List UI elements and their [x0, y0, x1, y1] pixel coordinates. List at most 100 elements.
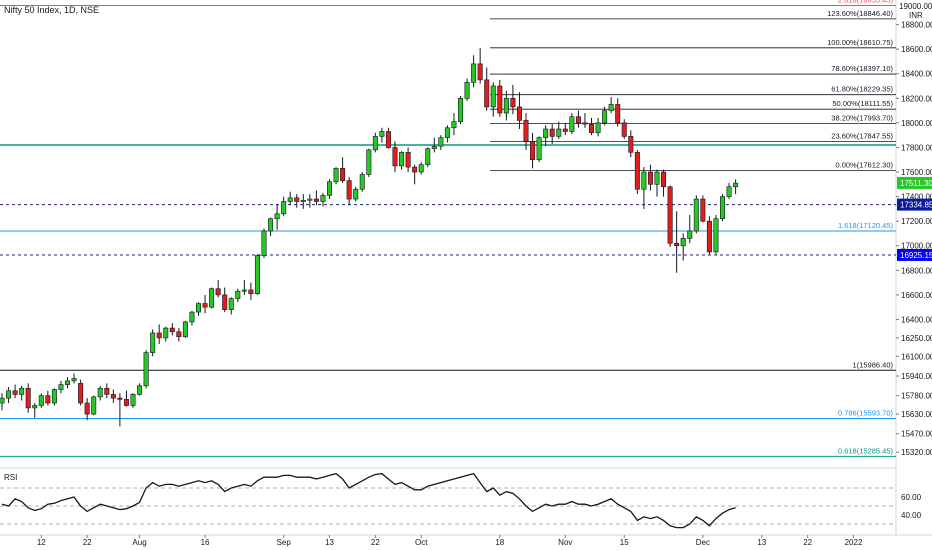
candle-down	[674, 242, 680, 247]
candle-up	[654, 171, 660, 185]
y-tick-label: 15630.00	[901, 410, 932, 419]
candle-down	[392, 147, 398, 167]
fib-level-label: 100.00%(18610.75)	[827, 38, 893, 47]
candle-up	[451, 121, 457, 129]
time-axis[interactable]: 12 22 Aug 16 Sep 13 22 Oct 18 Nov 15 Dec 13 22 2022	[37, 535, 863, 547]
fib-level-label: 1.618(17120.45)	[838, 221, 894, 230]
candle-up	[333, 168, 339, 183]
candle-up	[608, 104, 614, 111]
fib-level-label: 61.80%(18229.35)	[831, 85, 893, 94]
candle-up	[372, 136, 378, 151]
candle-up	[693, 198, 699, 232]
rsi-tick-label: 60.00	[901, 493, 922, 502]
candle-down	[156, 332, 162, 339]
candle-up	[503, 97, 509, 114]
candle-up	[228, 298, 234, 310]
y-tick-label: 18600.00	[901, 45, 932, 54]
candle-down	[588, 123, 594, 134]
x-tick-label: 16	[201, 538, 210, 547]
candle-up	[274, 213, 280, 220]
candle-up	[726, 186, 732, 197]
price-tag-label: 17511.30	[900, 179, 932, 188]
candle-down	[706, 220, 712, 253]
candle-down	[575, 116, 581, 124]
candle-up	[241, 289, 247, 292]
candle-up	[65, 380, 71, 385]
candle-up	[300, 199, 306, 202]
candle-down	[385, 131, 391, 148]
levels-layer: 2.618(18955.45) 123.60%(18846.40) 100.00%(…	[0, 0, 896, 457]
y-tick-label: 18800.00	[901, 21, 932, 30]
candle-down	[346, 180, 352, 200]
x-tick-label: 2022	[845, 538, 863, 547]
x-tick-label: 18	[495, 538, 504, 547]
candle-down	[405, 152, 411, 168]
candle-up	[58, 384, 64, 390]
rsi-panel: RSI 60.00 40.00	[0, 472, 922, 529]
candle-up	[143, 352, 149, 387]
candle-down	[477, 63, 483, 81]
candle-up	[569, 116, 575, 132]
candle-up	[536, 137, 542, 161]
candle-up	[733, 182, 739, 188]
fib-level-label: 1(15986.40)	[853, 360, 894, 369]
fib-level-label: 23.60%(17847.55)	[831, 132, 893, 141]
price-axis[interactable]: 18800.00 18600.00 18400.00 18200.00 18000.00…	[896, 21, 932, 458]
x-tick-label: 13	[757, 538, 766, 547]
candle-up	[425, 148, 431, 165]
y-tick-label: 15940.00	[901, 372, 932, 381]
candle-down	[628, 136, 634, 153]
price-tag-bg	[897, 176, 932, 189]
y-tick-label: 15780.00	[901, 392, 932, 401]
candle-down	[634, 152, 640, 190]
candle-up	[490, 85, 496, 108]
x-tick-label: Aug	[132, 538, 146, 547]
candle-up	[91, 396, 97, 415]
candle-up	[418, 164, 424, 173]
x-tick-label: 22	[371, 538, 380, 547]
y-tick-label: 16400.00	[901, 315, 932, 324]
candle-up	[713, 218, 719, 253]
candle-up	[32, 405, 38, 409]
price-tags: 17511.30 17334.85 16925.15	[897, 176, 932, 261]
candle-up	[359, 174, 365, 190]
candle-up	[320, 195, 326, 202]
grid-layer	[0, 0, 932, 536]
candle-down	[516, 106, 522, 121]
candle-up	[51, 389, 57, 404]
x-tick-label: 22	[803, 538, 812, 547]
candle-up	[38, 395, 44, 406]
candle-down	[294, 197, 300, 202]
y-tick-label: 17000.00	[901, 242, 932, 251]
axis-top-label: 19000.00	[899, 2, 932, 11]
candle-up	[399, 152, 405, 167]
y-tick-label: 18200.00	[901, 94, 932, 103]
y-tick-label: 16600.00	[901, 291, 932, 300]
currency-label: INR	[909, 11, 923, 20]
candle-down	[530, 141, 536, 161]
candle-down	[615, 104, 621, 124]
candle-up	[543, 128, 549, 138]
candle-down	[215, 288, 221, 296]
candle-up	[687, 230, 693, 239]
candle-up	[307, 198, 313, 201]
candle-up	[379, 131, 385, 137]
candle-down	[117, 397, 123, 400]
x-tick-label: Sep	[277, 538, 292, 547]
candle-down	[313, 198, 319, 202]
candle-up	[0, 397, 5, 404]
fib-level-label: 0.618(15285.45)	[838, 446, 894, 455]
y-tick-label: 16100.00	[901, 352, 932, 361]
candle-up	[595, 122, 601, 134]
candle-down	[621, 122, 627, 137]
fib-level-label: 2.618(18955.45)	[838, 0, 894, 4]
candle-down	[169, 327, 175, 333]
candle-up	[287, 197, 293, 202]
candle-up	[97, 387, 103, 398]
candle-up	[326, 181, 332, 196]
candle-down	[523, 120, 529, 142]
fib-level-label: 123.60%(18846.40)	[827, 9, 893, 18]
candle-up	[254, 255, 260, 294]
candle-up	[438, 137, 444, 147]
